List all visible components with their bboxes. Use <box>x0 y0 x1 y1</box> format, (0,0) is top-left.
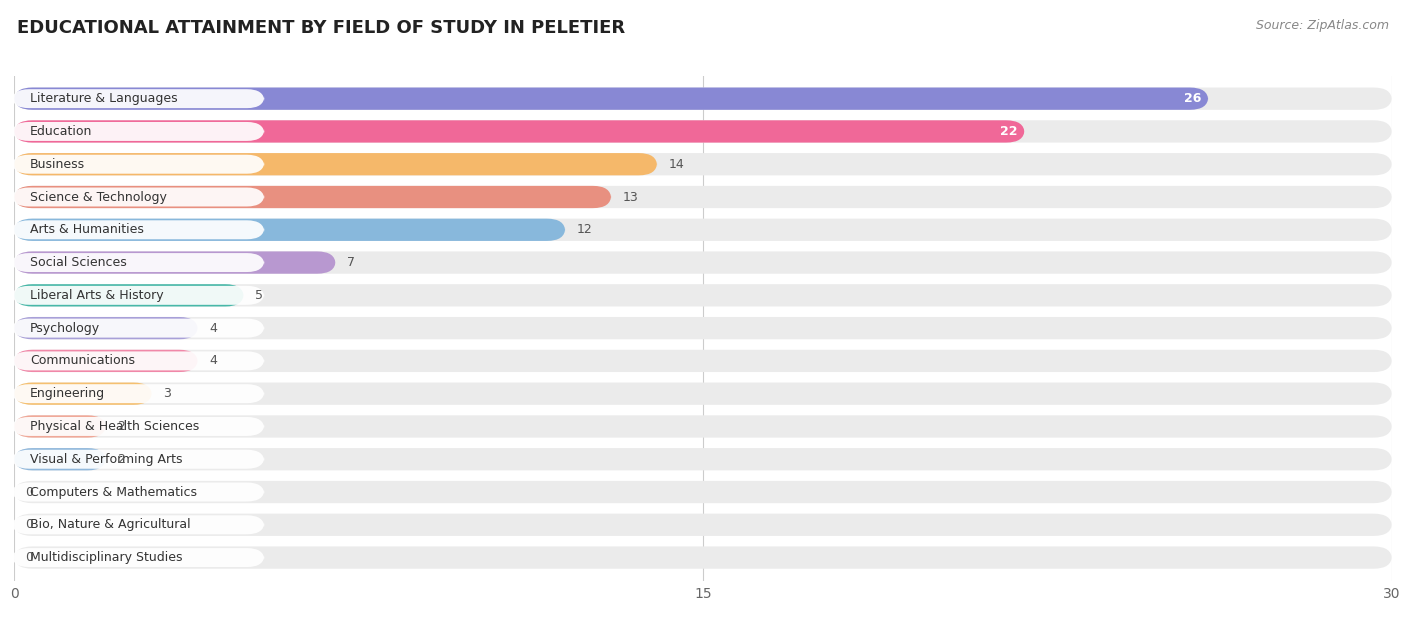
Text: Multidisciplinary Studies: Multidisciplinary Studies <box>30 551 183 564</box>
FancyBboxPatch shape <box>14 186 1392 208</box>
FancyBboxPatch shape <box>11 516 264 534</box>
FancyBboxPatch shape <box>14 481 1392 503</box>
Text: 2: 2 <box>118 420 125 433</box>
FancyBboxPatch shape <box>14 382 152 405</box>
FancyBboxPatch shape <box>14 251 1392 274</box>
FancyBboxPatch shape <box>14 546 1392 569</box>
FancyBboxPatch shape <box>11 187 264 206</box>
FancyBboxPatch shape <box>14 218 565 241</box>
Text: Liberal Arts & History: Liberal Arts & History <box>30 289 163 302</box>
Text: 5: 5 <box>256 289 263 302</box>
Text: Social Sciences: Social Sciences <box>30 256 127 269</box>
Text: 3: 3 <box>163 387 172 400</box>
FancyBboxPatch shape <box>11 286 264 305</box>
FancyBboxPatch shape <box>14 284 1392 307</box>
FancyBboxPatch shape <box>11 450 264 469</box>
FancyBboxPatch shape <box>14 153 1392 175</box>
FancyBboxPatch shape <box>14 514 1392 536</box>
Text: Business: Business <box>30 158 86 171</box>
FancyBboxPatch shape <box>11 122 264 141</box>
FancyBboxPatch shape <box>11 417 264 436</box>
FancyBboxPatch shape <box>14 88 1392 110</box>
FancyBboxPatch shape <box>14 317 198 339</box>
Text: 22: 22 <box>1000 125 1018 138</box>
FancyBboxPatch shape <box>11 384 264 403</box>
FancyBboxPatch shape <box>11 483 264 502</box>
Text: 14: 14 <box>669 158 685 171</box>
FancyBboxPatch shape <box>11 155 264 174</box>
Text: Source: ZipAtlas.com: Source: ZipAtlas.com <box>1256 19 1389 32</box>
Text: Bio, Nature & Agricultural: Bio, Nature & Agricultural <box>30 518 191 531</box>
FancyBboxPatch shape <box>11 548 264 567</box>
FancyBboxPatch shape <box>14 415 105 438</box>
FancyBboxPatch shape <box>14 251 336 274</box>
Text: 0: 0 <box>25 485 34 498</box>
FancyBboxPatch shape <box>14 121 1025 143</box>
Text: 12: 12 <box>576 223 592 236</box>
FancyBboxPatch shape <box>14 88 1208 110</box>
Text: Engineering: Engineering <box>30 387 105 400</box>
FancyBboxPatch shape <box>11 319 264 338</box>
Text: Communications: Communications <box>30 355 135 367</box>
FancyBboxPatch shape <box>14 317 1392 339</box>
Text: Computers & Mathematics: Computers & Mathematics <box>30 485 197 498</box>
Text: 26: 26 <box>1184 92 1201 105</box>
Text: 13: 13 <box>623 191 638 204</box>
FancyBboxPatch shape <box>14 121 1392 143</box>
Text: EDUCATIONAL ATTAINMENT BY FIELD OF STUDY IN PELETIER: EDUCATIONAL ATTAINMENT BY FIELD OF STUDY… <box>17 19 626 37</box>
Text: Arts & Humanities: Arts & Humanities <box>30 223 143 236</box>
Text: Science & Technology: Science & Technology <box>30 191 167 204</box>
FancyBboxPatch shape <box>14 382 1392 405</box>
FancyBboxPatch shape <box>11 351 264 370</box>
Text: 4: 4 <box>209 355 217 367</box>
Text: 0: 0 <box>25 551 34 564</box>
FancyBboxPatch shape <box>14 448 105 470</box>
FancyBboxPatch shape <box>14 350 198 372</box>
Text: Literature & Languages: Literature & Languages <box>30 92 177 105</box>
Text: 7: 7 <box>347 256 356 269</box>
FancyBboxPatch shape <box>11 220 264 239</box>
FancyBboxPatch shape <box>14 350 1392 372</box>
FancyBboxPatch shape <box>14 153 657 175</box>
Text: 4: 4 <box>209 322 217 334</box>
Text: Physical & Health Sciences: Physical & Health Sciences <box>30 420 200 433</box>
Text: 0: 0 <box>25 518 34 531</box>
FancyBboxPatch shape <box>14 186 612 208</box>
FancyBboxPatch shape <box>14 218 1392 241</box>
FancyBboxPatch shape <box>14 415 1392 438</box>
FancyBboxPatch shape <box>11 253 264 272</box>
Text: 2: 2 <box>118 452 125 466</box>
Text: Education: Education <box>30 125 93 138</box>
Text: Psychology: Psychology <box>30 322 100 334</box>
FancyBboxPatch shape <box>14 448 1392 470</box>
FancyBboxPatch shape <box>11 89 264 108</box>
Text: Visual & Performing Arts: Visual & Performing Arts <box>30 452 183 466</box>
FancyBboxPatch shape <box>14 284 243 307</box>
